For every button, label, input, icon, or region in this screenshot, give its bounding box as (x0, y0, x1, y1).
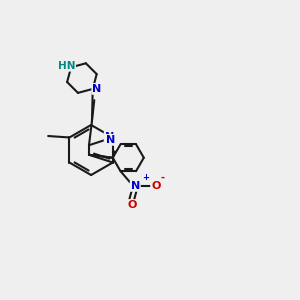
Text: N: N (105, 132, 114, 142)
Text: HN: HN (58, 61, 75, 71)
Text: -: - (161, 173, 165, 183)
Text: N: N (130, 181, 140, 191)
Text: N: N (92, 84, 101, 94)
Text: N: N (106, 135, 115, 145)
Text: O: O (127, 200, 136, 210)
Text: O: O (151, 181, 160, 191)
Text: +: + (142, 173, 149, 182)
